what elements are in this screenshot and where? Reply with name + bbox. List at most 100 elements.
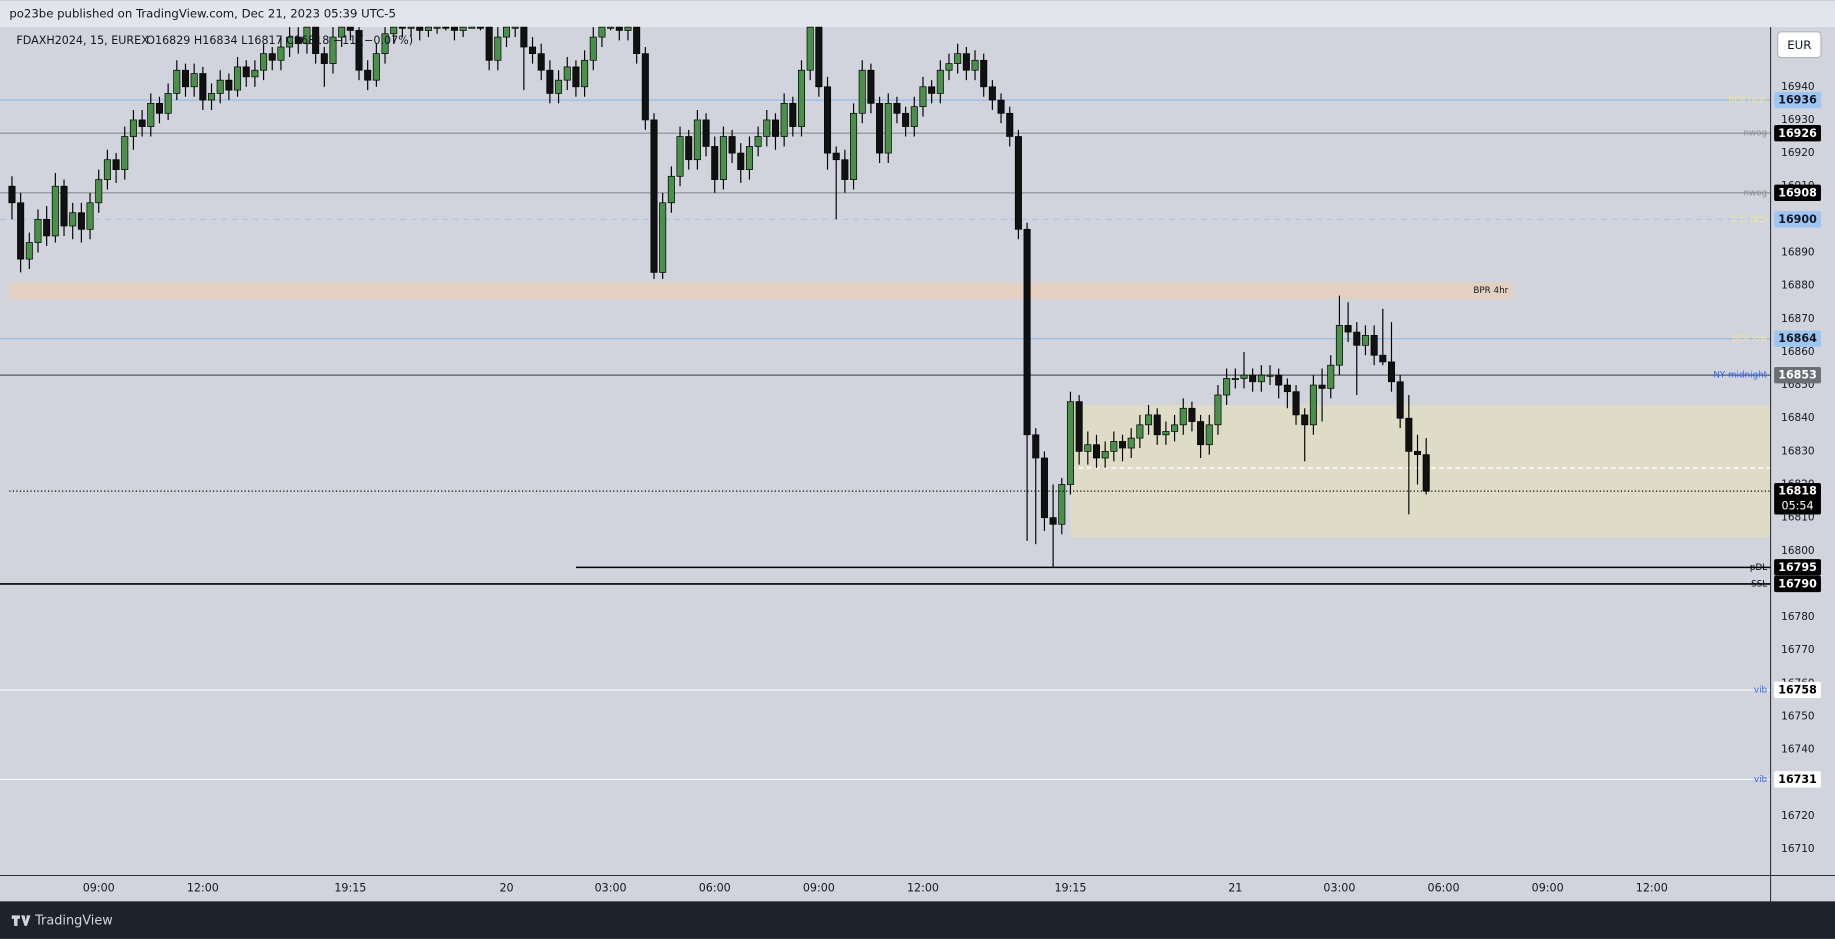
y-tick-label: 16890 xyxy=(1781,247,1814,259)
candle-body xyxy=(1032,434,1040,459)
candle-body xyxy=(1327,364,1335,389)
current-price-box xyxy=(1774,482,1821,515)
candle-body xyxy=(372,53,380,81)
candle-body xyxy=(77,212,85,230)
candle-body xyxy=(1058,484,1066,525)
candle-body xyxy=(789,103,797,127)
candle-body xyxy=(659,202,667,273)
candle-body xyxy=(234,66,242,91)
candle-body xyxy=(138,119,146,127)
price-box xyxy=(1774,211,1821,228)
brand-logo xyxy=(11,915,31,926)
ohlc: O16829 H16834 L16817 C16818 −11 (−0.07%) xyxy=(146,34,413,47)
candle-body xyxy=(1119,441,1127,449)
candle-body xyxy=(563,66,571,81)
candle-body xyxy=(355,30,363,71)
zone-label: BPR 4hr xyxy=(1473,286,1508,296)
candle-body xyxy=(581,59,589,88)
x-tick-label: 06:00 xyxy=(1428,881,1460,894)
candle-body xyxy=(954,53,962,64)
x-tick-label: 20 xyxy=(499,881,513,894)
zone xyxy=(9,282,1513,299)
y-tick-label: 16800 xyxy=(1781,545,1814,557)
price-box-label: 16790 xyxy=(1778,578,1817,591)
candle-body xyxy=(1075,401,1083,452)
candle-body xyxy=(1301,414,1309,426)
level-label: vib xyxy=(1754,775,1768,785)
candle-body xyxy=(841,159,849,180)
candle-body xyxy=(181,69,190,88)
x-tick-label: 12:00 xyxy=(187,881,219,894)
candle-body xyxy=(286,36,294,48)
candle-body xyxy=(936,69,944,94)
candle-body xyxy=(667,175,675,204)
candle-body xyxy=(407,26,415,29)
x-tick-label: 09:00 xyxy=(803,881,835,894)
level-label: SSL xyxy=(1751,579,1767,589)
candle-body xyxy=(1231,378,1239,380)
candle-body xyxy=(711,146,719,180)
candle-body xyxy=(850,112,858,180)
level-label: BISI low xyxy=(1733,334,1768,344)
price-box xyxy=(1774,559,1821,576)
currency[interactable]: EUR xyxy=(1787,38,1811,52)
candle-body xyxy=(268,53,276,61)
candle-body xyxy=(737,152,745,170)
candle-body xyxy=(1309,384,1317,426)
candle-body xyxy=(381,33,389,54)
candle-body xyxy=(1049,517,1057,525)
candle-body xyxy=(537,53,545,71)
candle-body xyxy=(780,103,788,137)
price-box-label: 16795 xyxy=(1778,561,1817,574)
candle-body xyxy=(1240,374,1248,379)
candle-body xyxy=(1014,136,1022,230)
candle-body xyxy=(1344,325,1352,333)
candle-body xyxy=(546,69,554,94)
y-tick-label: 16780 xyxy=(1781,611,1814,623)
candle-body xyxy=(121,136,129,170)
price-box-label: 16731 xyxy=(1778,773,1817,786)
candle-body xyxy=(69,212,77,227)
y-tick-label: 16810 xyxy=(1781,512,1814,524)
candle-body xyxy=(685,136,693,161)
candle-body xyxy=(824,86,832,154)
price-box-label: 16853 xyxy=(1778,369,1817,382)
currency-button[interactable] xyxy=(1777,31,1822,59)
candle-body xyxy=(902,112,910,127)
y-tick-label: 16870 xyxy=(1781,313,1814,325)
price-box-label: 16936 xyxy=(1778,94,1817,107)
y-tick-label: 16940 xyxy=(1781,81,1814,93)
candle-body xyxy=(1162,431,1170,436)
y-tick-label: 16830 xyxy=(1781,445,1814,457)
price-box xyxy=(1774,771,1821,788)
price-box xyxy=(1774,681,1821,699)
candle-body xyxy=(1084,444,1092,452)
candle-body xyxy=(832,152,840,161)
candle-body xyxy=(485,26,493,61)
candle-body xyxy=(529,46,537,54)
y-tick-label: 16740 xyxy=(1781,744,1814,756)
candle-body xyxy=(1379,354,1387,363)
candle-body xyxy=(164,93,172,114)
candle-body xyxy=(1066,401,1074,485)
y-tick-label: 16850 xyxy=(1781,379,1814,391)
candle-body xyxy=(1188,407,1196,422)
x-tick-label: 19:15 xyxy=(1054,881,1086,894)
x-tick-label: 09:00 xyxy=(1532,881,1564,894)
y-tick-label: 16750 xyxy=(1781,711,1814,723)
candle-body xyxy=(364,69,372,81)
candle-body xyxy=(1171,424,1179,432)
candle-body xyxy=(95,179,103,204)
level-label: pDL xyxy=(1750,563,1767,573)
x-tick-label: 09:00 xyxy=(83,881,115,894)
candle-body xyxy=(494,36,502,61)
x-tick-label: 03:00 xyxy=(595,881,627,894)
candle-body xyxy=(312,26,320,54)
candle-body xyxy=(338,26,346,38)
y-tick-label: 16920 xyxy=(1781,147,1814,159)
candle-body xyxy=(1214,394,1222,426)
candle-body xyxy=(60,185,68,227)
candle-body xyxy=(1405,417,1413,452)
candle-body xyxy=(468,26,476,29)
